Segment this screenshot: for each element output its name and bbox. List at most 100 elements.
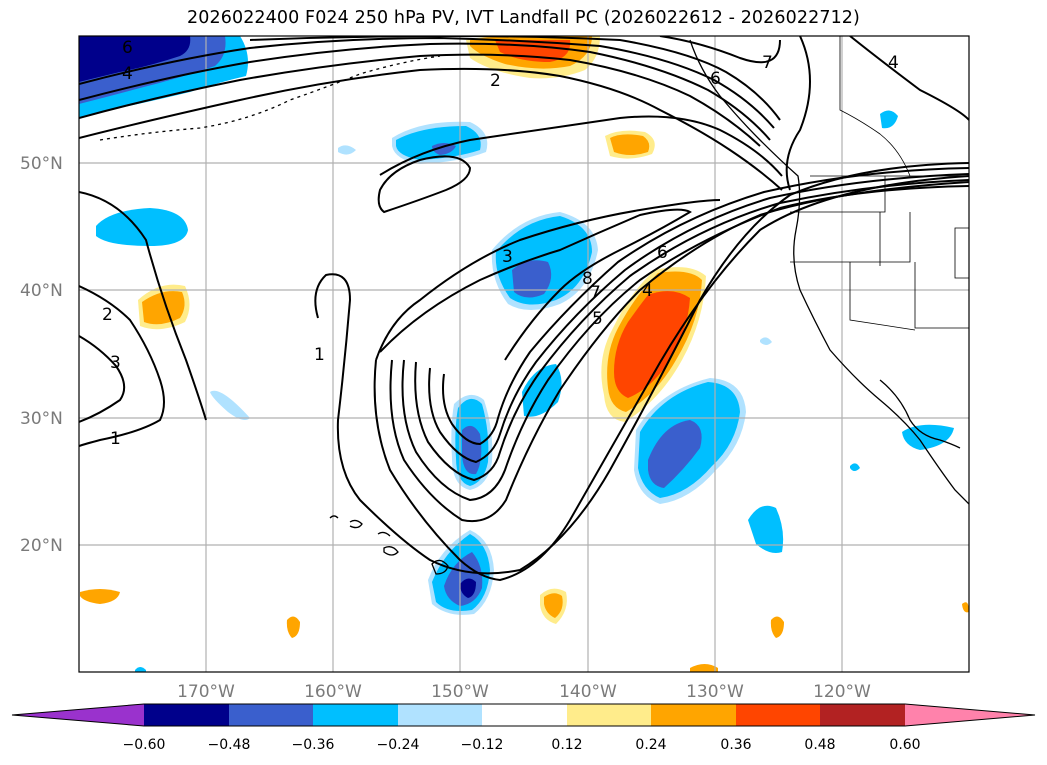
neg-shade-h: [902, 424, 954, 450]
colorbar-segment-6: [567, 704, 651, 726]
colorbar-segment-5: [482, 704, 567, 726]
neg-shade-small-4: [880, 110, 898, 129]
colorbar-tick-label: −0.60: [123, 737, 166, 753]
neg-shade-g: [748, 505, 784, 553]
pos-shade-patch-1-core: [610, 134, 650, 155]
map-title: 2026022400 F024 250 hPa PV, IVT Landfall…: [187, 8, 860, 28]
colorbar-segment-9: [820, 704, 905, 726]
lat-label-40n: 40°N: [20, 281, 63, 301]
contour-labels: 6 4 2 6 7 4 3 8 7 6 4 5 2 3 1 1: [102, 38, 899, 449]
contour-label: 8: [582, 269, 593, 289]
latitude-labels: 50°N 40°N 30°N 20°N: [20, 154, 63, 556]
hawaii-islands: [329, 515, 399, 556]
colorbar-ticks: −0.60 −0.48 −0.36 −0.24 −0.12 0.12 0.24 …: [123, 737, 921, 753]
neg-shade-b: [96, 208, 188, 246]
contour-label: 6: [122, 38, 133, 58]
pos-shade-patch-7: [690, 664, 718, 672]
colorbar-tick-label: −0.48: [208, 737, 251, 753]
neg-shade-i-core: [460, 578, 476, 598]
plot-layer: [79, 36, 969, 672]
plot-frame: [78, 35, 970, 673]
colorbar-tick-label: 0.48: [804, 737, 835, 753]
contour-label: 2: [490, 71, 501, 91]
grid-lines: [79, 36, 969, 672]
lat-label-30n: 30°N: [20, 409, 63, 429]
coastlines: [99, 36, 969, 575]
contour-label: 7: [762, 53, 773, 73]
pv-contour-10: [377, 155, 472, 214]
lat-label-20n: 20°N: [20, 536, 63, 556]
neg-shade-small-3: [760, 337, 772, 345]
lon-label-120w: 120°W: [813, 682, 871, 702]
contour-label: 5: [592, 309, 603, 329]
neg-shade-nw-core: [79, 36, 191, 82]
pos-shade-patch-4-core: [544, 593, 563, 618]
pos-shade-patch-8: [962, 602, 969, 613]
colorbar-tick-label: 0.36: [720, 737, 751, 753]
pos-shade-patch-3: [80, 589, 120, 604]
contour-label: 6: [710, 69, 721, 89]
lon-label-170w: 170°W: [177, 682, 235, 702]
pv-contour-21: [79, 285, 165, 447]
lon-label-130w: 130°W: [686, 682, 744, 702]
colorbar: −0.60 −0.48 −0.36 −0.24 −0.12 0.12 0.24 …: [11, 703, 1036, 753]
pv-contour-13: [79, 53, 761, 147]
lon-label-160w: 160°W: [304, 682, 362, 702]
contour-label: 1: [110, 429, 121, 449]
pv-contour-17: [659, 36, 781, 64]
contour-label: 4: [888, 53, 899, 73]
pv-contour-2: [375, 199, 721, 361]
contour-label: 1: [314, 345, 325, 365]
longitude-labels: 170°W 160°W 150°W 140°W 130°W 120°W: [177, 682, 871, 702]
colorbar-tick-label: −0.24: [377, 737, 420, 753]
contour-label: 4: [642, 281, 653, 301]
north-america-coast: [689, 39, 969, 505]
neg-shade-a-core: [432, 143, 456, 155]
lon-label-140w: 140°W: [559, 682, 617, 702]
contour-label: 6: [657, 243, 668, 263]
contour-label: 3: [502, 247, 513, 267]
pv-contour-19: [849, 36, 969, 121]
pv-contour-20: [79, 191, 207, 421]
contour-label: 2: [102, 305, 113, 325]
colorbar-tick-label: 0.12: [551, 737, 582, 753]
baja-coast: [879, 379, 961, 449]
lat-label-50n: 50°N: [20, 154, 63, 174]
neg-shade-e-core: [462, 425, 482, 475]
colorbar-segment-0: [12, 704, 144, 726]
contour-label: 3: [110, 353, 121, 373]
lon-label-150w: 150°W: [431, 682, 489, 702]
colorbar-segment-2: [229, 704, 313, 726]
neg-shade-small-2: [210, 390, 250, 420]
plot-background: [79, 36, 969, 672]
pv-contour-15: [79, 36, 775, 129]
pv-contour-5: [401, 185, 969, 502]
pv-contour-12: [79, 67, 783, 191]
colorbar-segment-10: [905, 704, 1035, 726]
colorbar-tick-label: 0.24: [635, 737, 666, 753]
neg-shade-f-core: [648, 420, 702, 488]
colorbar-tick-label: 0.60: [889, 737, 920, 753]
pos-shade-patch-2-core: [142, 291, 185, 325]
pv-contour-7: [428, 173, 969, 464]
neg-shade-c-core: [512, 260, 552, 298]
colorbar-segment-8: [736, 704, 820, 726]
colorbar-segment-4: [398, 704, 482, 726]
state-borders: [790, 176, 969, 331]
contour-label: 4: [122, 64, 133, 84]
pv-contour-22: [79, 335, 126, 423]
pv-contour-18: [785, 36, 811, 191]
colorbar-tick-label: −0.12: [461, 737, 504, 753]
colorbar-outline: [11, 703, 1036, 727]
colorbar-tick-label: −0.36: [292, 737, 335, 753]
pv-contour-9: [379, 208, 692, 361]
canada-border: [839, 36, 911, 177]
neg-shade-j: [135, 667, 146, 672]
pv-contour-8: [442, 167, 969, 446]
colorbar-segment-3: [313, 704, 398, 726]
pos-shade-patch-5: [286, 616, 300, 638]
neg-shade-small-5: [850, 463, 860, 471]
contour-label: 7: [590, 283, 601, 303]
pos-shade-patch-6: [770, 616, 784, 638]
